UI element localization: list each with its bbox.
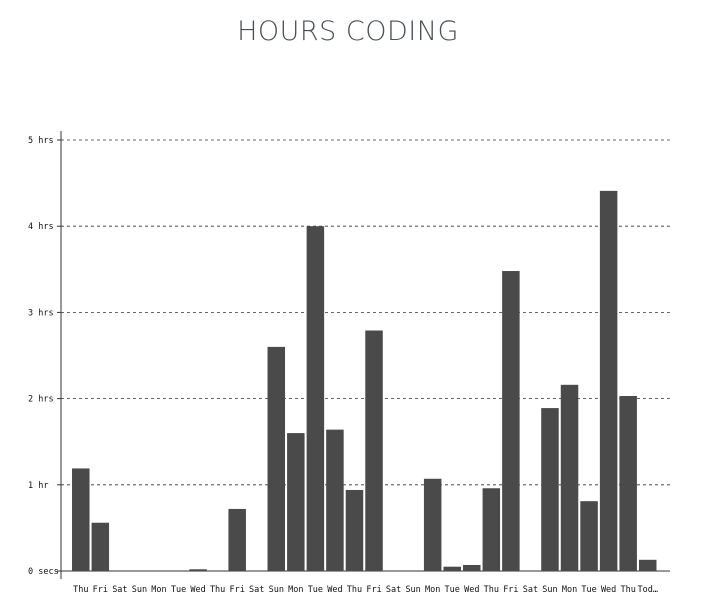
x-tick-label: Fri (366, 585, 381, 595)
bar[interactable] (189, 569, 207, 571)
bar[interactable] (423, 478, 442, 571)
x-tick-label: Thu (484, 585, 499, 595)
x-tick-label: Thu (347, 585, 362, 595)
x-tick-label: Mon (562, 585, 577, 595)
x-tick-label: Sun (132, 585, 147, 595)
bar[interactable] (560, 384, 579, 571)
bar[interactable] (91, 522, 110, 571)
x-tick-label: Thu (73, 585, 88, 595)
bar[interactable] (267, 346, 286, 571)
x-tick-label: Sat (523, 585, 538, 595)
x-tick-label: Tue (308, 585, 323, 595)
x-tick-label: Mon (425, 585, 440, 595)
y-tick-label: 1 hr (28, 481, 48, 491)
bar[interactable] (638, 559, 657, 571)
x-tick-label: Sun (405, 585, 420, 595)
bar[interactable] (287, 433, 305, 571)
y-tick-label: 0 secs (28, 567, 59, 577)
bar[interactable] (619, 396, 637, 571)
x-tick-label: Mon (288, 585, 303, 595)
bar[interactable] (365, 330, 383, 571)
x-tick-label: Tue (445, 585, 460, 595)
y-tick-label: 3 hrs (28, 308, 54, 318)
bar[interactable] (72, 468, 90, 571)
x-tick-label: Tue (171, 585, 186, 595)
x-tick-label: Sun (269, 585, 284, 595)
bar[interactable] (326, 429, 344, 571)
bar[interactable] (345, 489, 364, 571)
bar[interactable] (228, 508, 246, 571)
x-tick-label: Sat (112, 585, 127, 595)
bar[interactable] (306, 226, 325, 571)
x-tick-label: Tod… (637, 585, 657, 595)
bar[interactable] (502, 271, 520, 571)
x-tick-label: Thu (210, 585, 225, 595)
y-tick-label: 4 hrs (28, 222, 54, 232)
x-tick-label: Wed (190, 585, 205, 595)
x-tick-label: Wed (327, 585, 342, 595)
x-tick-label: Fri (503, 585, 518, 595)
x-tick-label: Wed (601, 585, 616, 595)
x-tick-label: Mon (151, 585, 166, 595)
x-tick-label: Wed (464, 585, 479, 595)
y-tick-label: 2 hrs (28, 395, 54, 405)
x-tick-label: Tue (581, 585, 596, 595)
bar[interactable] (580, 501, 598, 571)
bar[interactable] (463, 564, 481, 571)
bar[interactable] (541, 408, 559, 571)
x-tick-label: Sat (249, 585, 264, 595)
bar[interactable] (599, 190, 618, 571)
y-tick-label: 5 hrs (28, 136, 54, 146)
bar[interactable] (482, 488, 501, 571)
x-tick-label: Sat (386, 585, 401, 595)
chart-title: HOURS CODING (237, 16, 459, 47)
x-tick-label: Sun (542, 585, 557, 595)
x-tick-label: Fri (93, 585, 108, 595)
x-tick-label: Fri (229, 585, 244, 595)
x-tick-label: Thu (620, 585, 635, 595)
bar[interactable] (443, 566, 461, 571)
